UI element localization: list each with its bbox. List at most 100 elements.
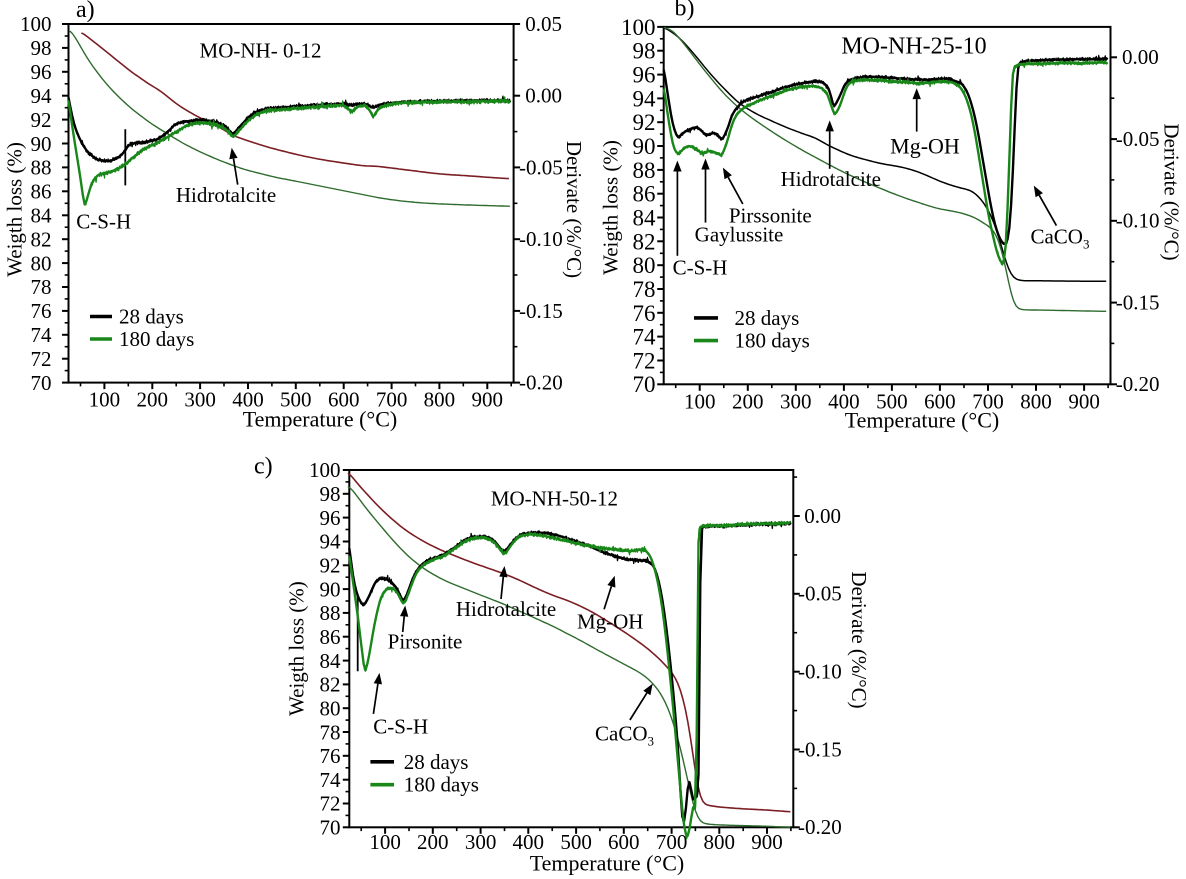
svg-text:86: 86	[320, 625, 341, 649]
svg-text:Derivate (%/°C): Derivate (%/°C)	[562, 141, 586, 278]
svg-text:88: 88	[633, 158, 656, 183]
svg-text:80: 80	[31, 251, 52, 275]
svg-text:3: 3	[648, 734, 655, 749]
svg-text:72: 72	[633, 348, 656, 373]
svg-text:900: 900	[472, 387, 504, 411]
svg-text:Temperature (°C): Temperature (°C)	[530, 851, 684, 876]
svg-text:180 days: 180 days	[735, 329, 810, 353]
svg-text:96: 96	[31, 60, 52, 84]
svg-text:100: 100	[684, 390, 716, 414]
svg-text:88: 88	[31, 156, 52, 180]
svg-text:100: 100	[309, 458, 341, 482]
svg-text:82: 82	[633, 229, 656, 254]
svg-text:90: 90	[633, 134, 656, 159]
svg-text:180 days: 180 days	[119, 327, 194, 351]
svg-text:100: 100	[621, 15, 656, 40]
svg-text:0.00: 0.00	[804, 504, 841, 528]
svg-text:Gaylussite: Gaylussite	[695, 222, 784, 246]
svg-text:74: 74	[31, 323, 53, 347]
svg-text:-0.15: -0.15	[1116, 290, 1160, 314]
svg-text:-0.15: -0.15	[519, 299, 563, 323]
svg-text:CaCO: CaCO	[1030, 225, 1083, 249]
svg-text:94: 94	[633, 86, 657, 111]
svg-text:82: 82	[31, 227, 52, 251]
svg-text:c): c)	[254, 454, 273, 480]
svg-text:C-S-H: C-S-H	[76, 209, 131, 233]
svg-text:a): a)	[76, 0, 95, 23]
svg-text:28 days: 28 days	[404, 750, 469, 774]
svg-text:Derivate (%/°C): Derivate (%/°C)	[1160, 123, 1184, 260]
svg-text:C-S-H: C-S-H	[373, 714, 428, 738]
svg-text:98: 98	[31, 36, 52, 60]
svg-text:76: 76	[633, 301, 656, 326]
svg-text:-0.05: -0.05	[519, 155, 563, 179]
svg-text:96: 96	[320, 506, 341, 530]
svg-text:0.00: 0.00	[525, 84, 562, 108]
svg-text:86: 86	[633, 182, 656, 207]
svg-text:84: 84	[633, 205, 657, 230]
svg-text:100: 100	[369, 830, 401, 854]
svg-text:3: 3	[1083, 237, 1090, 252]
svg-text:0.00: 0.00	[1122, 45, 1159, 69]
svg-text:72: 72	[31, 347, 52, 371]
svg-text:MO-NH-25-10: MO-NH-25-10	[841, 34, 986, 60]
svg-text:200: 200	[137, 387, 169, 411]
svg-text:Weigth loss (%): Weigth loss (%)	[599, 140, 623, 275]
svg-text:Weigth loss (%): Weigth loss (%)	[3, 142, 27, 277]
svg-text:92: 92	[320, 554, 341, 578]
svg-text:-0.10: -0.10	[519, 227, 563, 251]
svg-text:78: 78	[31, 275, 52, 299]
svg-text:-0.20: -0.20	[519, 371, 563, 395]
svg-text:800: 800	[1020, 390, 1052, 414]
svg-text:78: 78	[320, 720, 341, 744]
svg-text:-0.10: -0.10	[1116, 209, 1160, 233]
svg-text:800: 800	[704, 830, 736, 854]
svg-text:Hidrotalcite: Hidrotalcite	[456, 597, 556, 621]
svg-text:300: 300	[184, 387, 216, 411]
svg-text:88: 88	[320, 601, 341, 625]
svg-text:Pirsonite: Pirsonite	[388, 630, 463, 654]
svg-text:200: 200	[732, 390, 764, 414]
svg-text:90: 90	[31, 132, 52, 156]
svg-text:500: 500	[560, 830, 592, 854]
svg-text:84: 84	[320, 649, 342, 673]
svg-text:300: 300	[465, 830, 497, 854]
svg-text:600: 600	[328, 387, 360, 411]
svg-text:180 days: 180 days	[404, 773, 479, 797]
svg-text:82: 82	[320, 673, 341, 697]
svg-text:74: 74	[320, 768, 342, 792]
svg-text:900: 900	[751, 830, 783, 854]
svg-text:Mg-OH: Mg-OH	[890, 134, 960, 159]
svg-text:78: 78	[633, 277, 656, 302]
svg-text:80: 80	[633, 253, 656, 278]
svg-text:92: 92	[31, 108, 52, 132]
svg-text:-0.10: -0.10	[798, 660, 842, 684]
svg-text:70: 70	[633, 372, 656, 397]
svg-text:100: 100	[89, 387, 121, 411]
svg-text:80: 80	[320, 696, 341, 720]
svg-text:0.05: 0.05	[525, 12, 562, 36]
svg-text:Pirssonite: Pirssonite	[729, 204, 812, 228]
svg-text:Hidrotalcite: Hidrotalcite	[176, 183, 276, 207]
svg-text:86: 86	[31, 180, 52, 204]
svg-text:-0.15: -0.15	[798, 737, 842, 761]
svg-text:72: 72	[320, 792, 341, 816]
svg-text:-0.20: -0.20	[1116, 372, 1160, 396]
svg-text:400: 400	[828, 390, 860, 414]
svg-text:76: 76	[320, 744, 341, 768]
svg-text:-0.20: -0.20	[798, 815, 842, 839]
svg-text:600: 600	[608, 830, 640, 854]
svg-text:96: 96	[633, 63, 656, 88]
svg-text:MO-NH-50-12: MO-NH-50-12	[491, 487, 618, 511]
svg-text:70: 70	[31, 371, 52, 395]
svg-text:Temperature (°C): Temperature (°C)	[845, 408, 999, 433]
svg-text:600: 600	[924, 390, 956, 414]
svg-text:98: 98	[633, 39, 656, 64]
svg-text:-0.05: -0.05	[798, 582, 842, 606]
svg-text:C-S-H: C-S-H	[673, 256, 728, 280]
svg-text:98: 98	[320, 482, 341, 506]
svg-text:400: 400	[513, 830, 545, 854]
svg-text:-0.05: -0.05	[1116, 127, 1160, 151]
svg-text:74: 74	[633, 325, 657, 350]
svg-text:90: 90	[320, 577, 341, 601]
